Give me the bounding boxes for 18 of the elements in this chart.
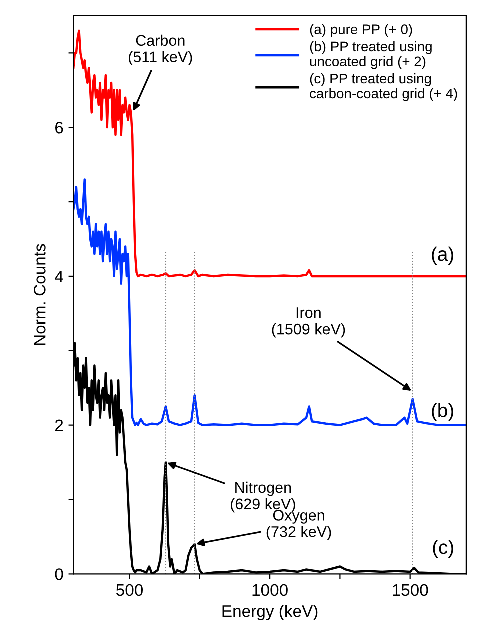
annotation: (c) <box>433 540 454 558</box>
annotation: (a) <box>432 246 454 266</box>
legend-label: (b) PP treated using uncoated grid (+ 2) <box>310 41 432 70</box>
y-tick-label: 6 <box>56 122 64 134</box>
legend-label: (a) pure PP (+ 0) <box>310 24 412 38</box>
x-axis-title: Energy (keV) <box>222 605 318 621</box>
annotation: Carbon (511 keV) <box>129 34 192 66</box>
annotation: (b) <box>432 403 454 422</box>
y-tick-label: 2 <box>56 420 64 432</box>
x-tick-label: 1500 <box>393 584 428 596</box>
y-axis-title: Norm. Counts <box>34 244 46 346</box>
y-tick-label: 0 <box>55 568 64 580</box>
annotation: Iron (1509 keV) <box>272 308 346 338</box>
legend-label: (c) PP treated using carbon-coated grid (+ 4) <box>310 73 458 102</box>
line-series <box>74 178 466 426</box>
x-tick-label: 1000 <box>252 584 288 596</box>
x-tick-label: 500 <box>116 584 144 596</box>
y-tick-label: 4 <box>55 271 64 283</box>
